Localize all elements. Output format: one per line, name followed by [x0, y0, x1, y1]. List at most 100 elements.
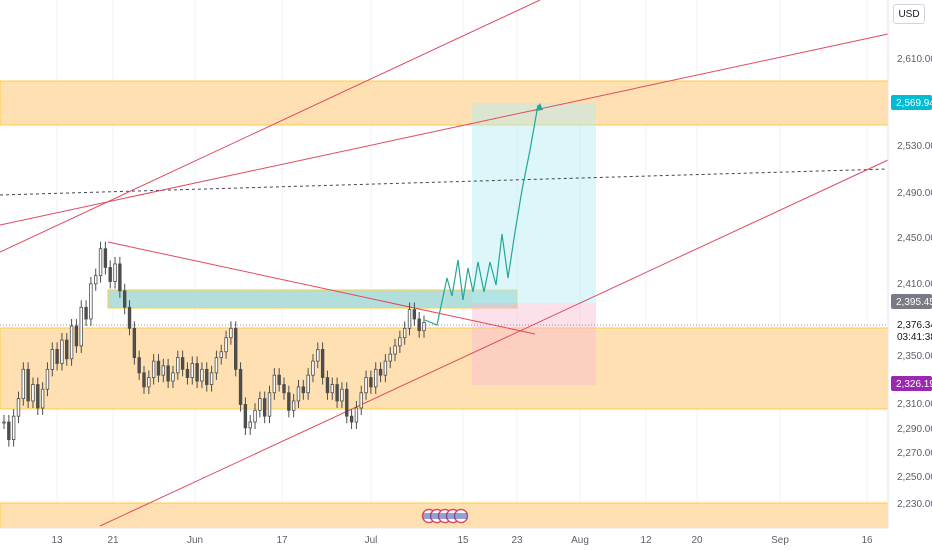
candle-body [388, 353, 392, 362]
y-tick-label: 2,610.00 [897, 54, 932, 65]
candle-body [137, 357, 141, 374]
position-stop-box [472, 303, 596, 385]
candle-body [142, 372, 146, 388]
y-tick-label: 2,450.00 [897, 233, 932, 244]
x-tick-label: 17 [276, 535, 288, 546]
candle-body [364, 377, 368, 394]
x-tick-label: 13 [51, 535, 63, 546]
x-tick-label: Jun [187, 535, 203, 546]
y-tick-label: 2,310.00 [897, 399, 932, 410]
x-tick-label: Aug [571, 535, 589, 546]
candle-body [272, 374, 277, 394]
level-price-tag [891, 294, 932, 309]
trend-lines [0, 0, 889, 527]
candle-body [2, 421, 6, 424]
candle-body [335, 384, 339, 402]
candles [2, 241, 426, 447]
candle-body [349, 415, 354, 423]
candle-body [45, 368, 50, 390]
candle-body [147, 377, 151, 388]
candle-body [258, 398, 262, 411]
candle-body [359, 392, 363, 409]
candle-body [26, 368, 30, 402]
candle-body [122, 290, 127, 308]
candle-body [224, 337, 228, 353]
y-tick-label: 2,410.00 [897, 279, 932, 290]
candle-body [55, 349, 59, 364]
candle-body [79, 306, 83, 347]
candle-body [340, 388, 344, 402]
current-price-label: 2,376.34 [897, 320, 932, 331]
candle-body [262, 398, 267, 417]
candle-body [238, 368, 243, 405]
candle-body [205, 368, 209, 385]
x-tick-label: 12 [640, 535, 652, 546]
candle-body [374, 368, 378, 388]
x-tick-label: 16 [861, 535, 873, 546]
position-target-box [472, 103, 596, 303]
candle-body [291, 400, 296, 411]
breakout-zone [107, 289, 518, 309]
x-grid [56, 0, 868, 528]
candle-body [180, 357, 185, 370]
candle-body [16, 398, 21, 417]
candle-body [108, 267, 112, 282]
candle-body [229, 327, 233, 339]
supply-zone [0, 80, 889, 126]
candle-body [60, 339, 64, 364]
candle-body [219, 351, 223, 359]
candle-body [103, 248, 108, 268]
candle-body [325, 377, 330, 394]
arrow-head-icon [535, 103, 543, 111]
candle-body [7, 421, 11, 440]
candle-body [214, 357, 219, 374]
y-tick-label: 2,530.00 [897, 141, 932, 152]
candle-body [287, 392, 291, 411]
level-price-label: 2,395.45 [896, 297, 932, 308]
y-tick-label: 2,250.00 [897, 472, 932, 483]
currency-button[interactable]: USD [893, 4, 925, 24]
candle-body [330, 384, 334, 394]
target-price-tag [891, 95, 932, 110]
candle-body [118, 263, 122, 292]
y-tick-label: 2,290.00 [897, 424, 932, 435]
candle-body [195, 363, 199, 382]
candle-body [301, 386, 306, 394]
candle-body [161, 365, 166, 376]
upper-trend-line [0, 0, 541, 253]
economic-events-icon[interactable] [421, 508, 469, 524]
y-tick-label: 2,490.00 [897, 188, 932, 199]
candle-body [11, 415, 16, 440]
support-trend-line [99, 159, 889, 527]
candle-body [320, 349, 325, 378]
candle-body [248, 421, 252, 429]
stop-price-label: 2,326.19 [896, 379, 932, 390]
candle-body [36, 384, 40, 409]
candle-body [296, 386, 301, 402]
candle-body [113, 263, 117, 282]
countdown-label: 03:41:38 [897, 332, 932, 343]
candle-body [185, 368, 190, 378]
candle-body [209, 372, 214, 385]
candle-body [31, 384, 35, 402]
x-tick-label: Jul [365, 535, 378, 546]
candle-body [166, 365, 170, 382]
candle-body [306, 374, 310, 394]
candle-body [378, 368, 383, 376]
candle-body [50, 349, 54, 370]
demand-zone [0, 327, 889, 410]
candle-body [151, 360, 156, 378]
stop-price-tag [891, 376, 932, 391]
candle-body [398, 337, 402, 347]
candle-body [127, 306, 132, 329]
candle-body [84, 306, 88, 320]
candle-body [21, 368, 26, 400]
candle-body [98, 248, 103, 277]
x-tick-label: 15 [457, 535, 469, 546]
candle-body [40, 388, 45, 409]
price-axis: 2,610.00 2,530.00 2,490.00 2,450.00 2,41… [887, 0, 932, 528]
candle-body [422, 322, 426, 332]
x-tick-label: 21 [107, 535, 119, 546]
y-tick-label: 2,350.00 [897, 351, 932, 362]
